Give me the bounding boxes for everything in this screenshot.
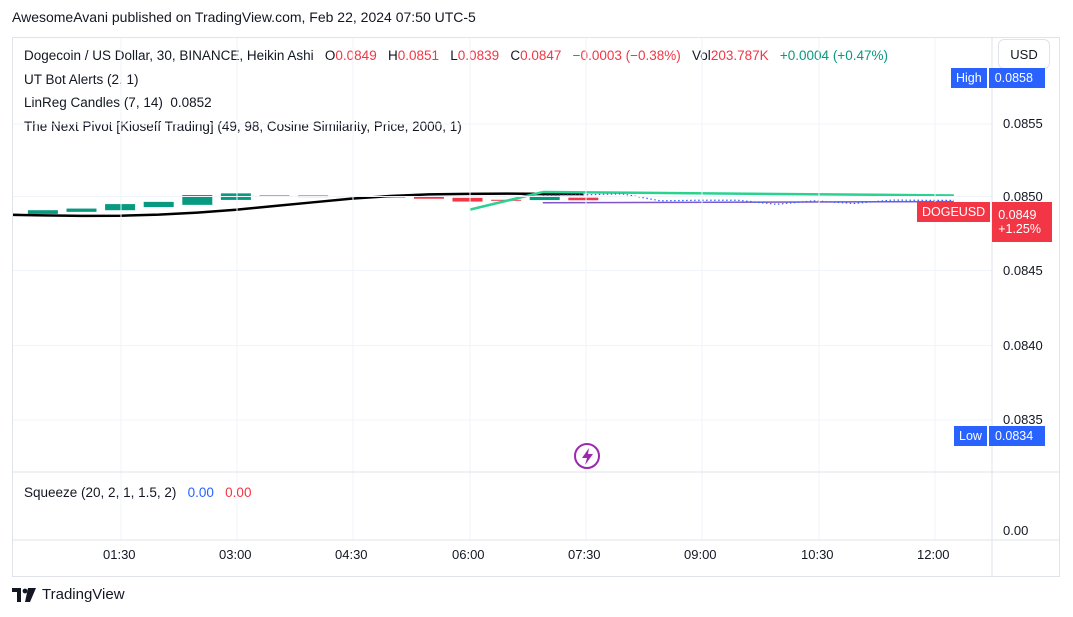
chart-legend: Dogecoin / US Dollar, 30, BINANCE, Heiki… [24,44,888,139]
time-tick-4: 07:30 [568,547,601,562]
tradingview-logo-icon [12,587,36,602]
low-tag-label: Low [954,426,987,446]
time-tick-3: 06:00 [452,547,485,562]
time-tick-6: 10:30 [801,547,834,562]
legend-indicator-linreg[interactable]: LinReg Candles (7, 14) 0.0852 [24,91,888,115]
currency-button[interactable]: USD [998,39,1050,69]
high-tag-value: 0.0858 [988,68,1045,88]
price-tick-3: 0.0840 [1003,337,1043,353]
legend-row-symbol: Dogecoin / US Dollar, 30, BINANCE, Heiki… [24,44,888,68]
price-tick-1: 0.0850 [1003,188,1043,204]
legend-h-label: H [387,48,398,63]
last-price-tag: DOGEUSD 0.0849 +1.25% [917,202,1053,242]
legend-c-label: C [510,48,521,63]
legend-indicator-next-pivot[interactable]: The Next Pivot [Kioseff Trading] (49, 98… [24,119,462,135]
legend-o-label: O [324,48,336,63]
legend-l-label: L [450,48,458,63]
last-tag-value: 0.0849 [998,208,1037,222]
squeeze-name: Squeeze (20, 2, 1, 1.5, 2) [24,485,177,500]
legend-l-value: 0.0839 [457,48,500,63]
last-tag-box: 0.0849 +1.25% [992,202,1053,242]
legend-linreg-name: LinReg Candles (7, 14) [24,95,163,111]
tradingview-logo[interactable]: TradingView [12,586,125,603]
legend-vol-label: Vol [692,48,711,63]
time-tick-2: 04:30 [335,547,368,562]
time-tick-1: 03:00 [219,547,252,562]
legend-c-value: 0.0847 [520,48,562,63]
price-tick-0: 0.0855 [1003,116,1043,131]
squeeze-legend[interactable]: Squeeze (20, 2, 1, 1.5, 2) 0.00 0.00 [24,485,251,500]
time-tick-0: 01:30 [103,547,136,562]
legend-vol-value: 203.787K [710,48,769,63]
legend-indicator-ut-bot[interactable]: UT Bot Alerts (2, 1) [24,71,139,87]
time-tick-5: 09:00 [684,547,717,562]
squeeze-value-2: 0.00 [225,485,252,500]
last-tag-change: +1.25% [998,222,1041,236]
high-tag-label: High [951,68,987,88]
squeeze-value-1: 0.00 [187,485,214,500]
legend-h-value: 0.0851 [397,48,440,63]
last-tag-symbol: DOGEUSD [917,202,991,222]
publisher-header: AwesomeAvani published on TradingView.co… [12,9,476,25]
legend-vol-change: +0.0004 (+0.47%) [779,48,888,63]
high-price-tag: High 0.0858 [951,68,1045,88]
time-tick-7: 12:00 [917,547,950,562]
chart-frame [12,37,1060,577]
price-tick-4: 0.0835 [1003,412,1043,427]
tradingview-brand: TradingView [42,586,125,603]
legend-symbol[interactable]: Dogecoin / US Dollar, 30, BINANCE, Heiki… [24,48,314,63]
legend-change: −0.0003 (−0.38%) [572,48,681,63]
legend-linreg-value: 0.0852 [170,95,212,111]
low-price-tag: Low 0.0834 [954,426,1045,446]
low-tag-value: 0.0834 [988,426,1045,446]
squeeze-zero-tick: 0.00 [1003,523,1029,538]
legend-o-value: 0.0849 [335,48,377,63]
price-tick-2: 0.0845 [1003,262,1043,278]
